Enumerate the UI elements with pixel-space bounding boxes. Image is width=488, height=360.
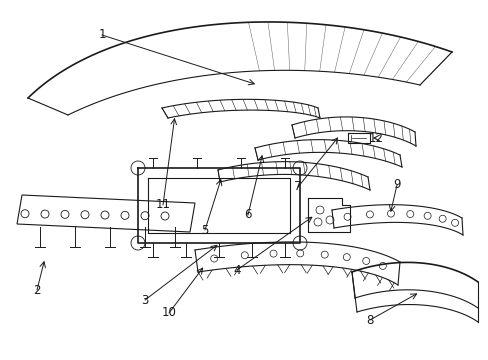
Text: 2: 2 (33, 284, 41, 297)
Text: 11: 11 (155, 198, 170, 211)
Text: 5: 5 (201, 224, 208, 237)
Text: 7: 7 (294, 180, 301, 194)
Text: 6: 6 (244, 208, 251, 221)
Text: 9: 9 (392, 179, 400, 192)
Text: 1: 1 (98, 28, 105, 41)
Text: 12: 12 (368, 131, 383, 144)
Text: 10: 10 (161, 306, 176, 320)
Text: 8: 8 (366, 314, 373, 327)
Text: 3: 3 (141, 293, 148, 306)
Text: 4: 4 (233, 264, 240, 276)
